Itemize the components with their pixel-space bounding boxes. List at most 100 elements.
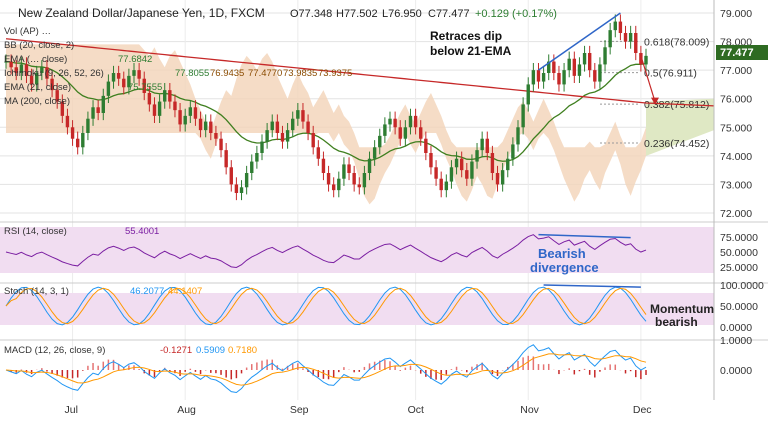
candle-body bbox=[331, 184, 336, 191]
stoch-tick: 50.0000 bbox=[720, 301, 758, 313]
candle-body bbox=[572, 58, 577, 76]
stoch-tick: 0.0000 bbox=[720, 322, 752, 334]
candle-body bbox=[628, 33, 633, 42]
candle-body bbox=[516, 127, 520, 145]
candle-body bbox=[306, 121, 310, 133]
candle-body bbox=[70, 127, 75, 139]
time-tick: Oct bbox=[408, 404, 424, 416]
candle-body bbox=[86, 118, 90, 133]
candle-body bbox=[106, 81, 111, 96]
candle-body bbox=[91, 107, 95, 119]
macd-value: -0.1271 bbox=[160, 345, 192, 356]
candle-body bbox=[173, 101, 177, 111]
candle-body bbox=[255, 153, 259, 162]
rsi-divergence-line bbox=[538, 233, 631, 239]
divergence-annotation-line2: divergence bbox=[530, 260, 599, 275]
divergence-annotation-line1: Bearish bbox=[538, 246, 586, 261]
candle-body bbox=[378, 135, 382, 148]
candle-body bbox=[439, 178, 443, 191]
header-title: New Zealand Dollar/Japanese Yen, 1D, FXC… bbox=[18, 6, 265, 20]
price-tick: 76.000 bbox=[720, 94, 752, 106]
candle-body bbox=[347, 164, 351, 173]
candle-body bbox=[163, 90, 167, 102]
fib-label: 0.618(78.009) bbox=[644, 36, 709, 48]
candle-body bbox=[152, 104, 157, 116]
candle-body bbox=[132, 70, 136, 76]
candle-body bbox=[459, 158, 464, 171]
ema21-line bbox=[5, 60, 647, 162]
candle-body bbox=[60, 101, 65, 116]
legend-value: 77.8055 bbox=[175, 68, 209, 79]
candle-body bbox=[500, 170, 505, 185]
fib-label: 0.5(76.911) bbox=[644, 68, 697, 80]
legend-label: EMA (21, close) bbox=[4, 82, 71, 93]
time-tick: Dec bbox=[633, 404, 652, 416]
macd-line bbox=[5, 344, 647, 394]
candle-body bbox=[234, 184, 239, 193]
candle-body bbox=[511, 144, 515, 159]
fib-levels: 0.618(78.009) 0.5(76.911) 0.382(75.812) 0.2… bbox=[600, 36, 709, 150]
candle-body bbox=[14, 67, 18, 73]
candle-body bbox=[541, 73, 546, 82]
candle-body bbox=[623, 33, 628, 42]
candle-body bbox=[55, 90, 59, 102]
candle-body bbox=[326, 173, 331, 185]
candle-body bbox=[475, 150, 479, 162]
candle-body bbox=[321, 158, 326, 173]
candle-body bbox=[362, 173, 367, 188]
rsi-line bbox=[5, 234, 647, 268]
candle-body bbox=[521, 104, 525, 128]
candle-body bbox=[29, 75, 34, 85]
candle-body bbox=[45, 67, 49, 79]
time-tick: Sep bbox=[290, 404, 309, 416]
candle-body bbox=[480, 138, 484, 151]
legend-value: 77.6842 bbox=[118, 54, 152, 65]
cloud-future-area bbox=[646, 98, 714, 156]
last-price-tag-label: 77.477 bbox=[720, 47, 754, 59]
candle-body bbox=[65, 115, 70, 128]
candle-body bbox=[40, 67, 44, 73]
candle-body bbox=[265, 130, 269, 142]
candle-body bbox=[644, 55, 648, 65]
candle-body bbox=[608, 30, 612, 48]
candle-body bbox=[280, 133, 285, 142]
candle-body bbox=[372, 147, 377, 159]
rsi-tick: 75.0000 bbox=[720, 232, 758, 244]
candle-body bbox=[454, 158, 459, 168]
retrace-annotation-line1: Retraces dip bbox=[430, 29, 502, 43]
candle-body bbox=[24, 64, 29, 76]
legend-label: MA (200, close) bbox=[4, 96, 70, 107]
stoch-d-line bbox=[5, 287, 647, 325]
candle-body bbox=[567, 58, 571, 71]
candle-body bbox=[9, 61, 13, 68]
candle-body bbox=[260, 141, 264, 153]
candle-body bbox=[81, 133, 85, 148]
cloud-area bbox=[6, 44, 646, 205]
candle-body bbox=[316, 147, 321, 159]
candle-body bbox=[383, 124, 387, 136]
stoch-k-line bbox=[5, 286, 647, 326]
trendline bbox=[538, 12, 621, 71]
candle-body bbox=[352, 173, 356, 185]
fib-label: 0.382(75.812) bbox=[644, 99, 709, 111]
legend-label: Ichimoku (9, 26, 52, 26) bbox=[4, 68, 104, 79]
ohlc-c: C77.477 bbox=[428, 8, 470, 20]
candle-body bbox=[157, 101, 162, 116]
candle-body bbox=[470, 161, 474, 179]
candle-body bbox=[275, 121, 280, 133]
candle-body bbox=[285, 130, 290, 142]
candle-body bbox=[526, 84, 530, 105]
candle-body bbox=[536, 70, 541, 82]
candle-body bbox=[4, 61, 8, 63]
candle-body bbox=[634, 33, 638, 53]
rsi-band bbox=[0, 227, 714, 273]
ma200-line bbox=[5, 38, 715, 107]
rsi-title: RSI (14, close) bbox=[4, 226, 67, 237]
candle-body bbox=[465, 170, 469, 179]
candle-body bbox=[296, 110, 300, 119]
candle-body bbox=[357, 184, 361, 188]
candle-body bbox=[419, 127, 423, 139]
candle-body bbox=[224, 150, 228, 168]
stoch-k-value: 46.2077 bbox=[130, 286, 164, 297]
retrace-annotation-line2: below 21-EMA bbox=[430, 44, 512, 58]
